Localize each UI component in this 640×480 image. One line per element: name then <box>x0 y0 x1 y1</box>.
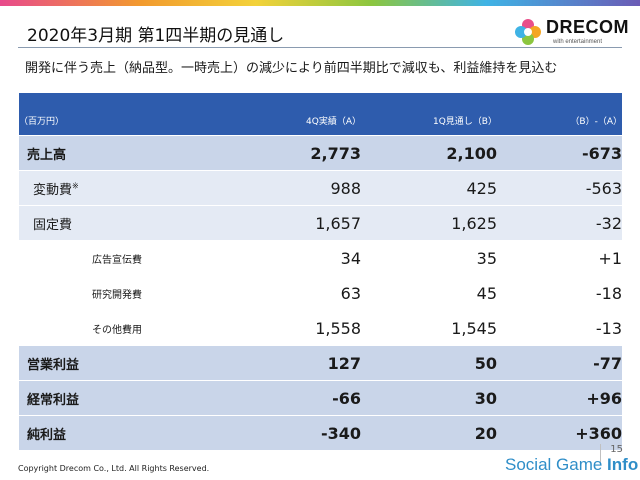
unit-label: （百万円） <box>19 93 215 136</box>
table-row-advertising: 広告宣伝費 34 35 +1 <box>19 240 622 276</box>
cell-1q-forecast: 45 <box>361 275 497 311</box>
cell-difference: -32 <box>497 205 622 241</box>
cell-4q-actual: 63 <box>215 275 361 311</box>
table-row-other-expenses: その他費用 1,558 1,545 -13 <box>19 310 622 346</box>
table-row-net-sales: 売上高 2,773 2,100 -673 <box>19 135 622 171</box>
social-game-info-logo: Social Game Info <box>505 455 638 475</box>
drecom-logo: DRECOM with entertainment <box>513 14 629 50</box>
cell-difference: +360 <box>497 415 622 451</box>
table-header-row: （百万円） 4Q実績（A） 1Q見通し（B） （B）-（A） <box>19 93 622 136</box>
brand-text-regular: Social Game <box>505 455 608 474</box>
cell-4q-actual: 34 <box>215 240 361 276</box>
table-row-fixed-costs: 固定費 1,657 1,625 -32 <box>19 205 622 241</box>
cell-1q-forecast: 30 <box>361 380 497 416</box>
cell-difference: -18 <box>497 275 622 311</box>
cell-1q-forecast: 425 <box>361 170 497 206</box>
page-subtitle: 開発に伴う売上（納品型。一時売上）の減少により前四半期比で減収も、利益維持を見込… <box>25 61 558 76</box>
cell-4q-actual: 2,773 <box>215 135 361 171</box>
row-label: 変動費※ <box>19 170 215 206</box>
table-row-research-development: 研究開発費 63 45 -18 <box>19 275 622 311</box>
row-label: その他費用 <box>19 310 215 346</box>
forecast-table: （百万円） 4Q実績（A） 1Q見通し（B） （B）-（A） 売上高 2,773… <box>19 93 622 451</box>
table-row-operating-profit: 営業利益 127 50 -77 <box>19 345 622 381</box>
column-header-1q-forecast: 1Q見通し（B） <box>361 93 497 136</box>
cell-difference: -563 <box>497 170 622 206</box>
cell-1q-forecast: 35 <box>361 240 497 276</box>
column-header-4q-actual: 4Q実績（A） <box>215 93 361 136</box>
cell-4q-actual: 988 <box>215 170 361 206</box>
cell-1q-forecast: 20 <box>361 415 497 451</box>
page-title: 2020年3月期 第1四半期の見通し <box>27 26 285 46</box>
row-label: 研究開発費 <box>19 275 215 311</box>
footnote-mark: ※ <box>72 181 79 191</box>
cell-4q-actual: 127 <box>215 345 361 381</box>
drecom-flower-icon <box>513 17 543 47</box>
cell-difference: +96 <box>497 380 622 416</box>
copyright-notice: Copyright Drecom Co., Ltd. All Rights Re… <box>18 464 210 473</box>
cell-1q-forecast: 1,545 <box>361 310 497 346</box>
cell-4q-actual: 1,558 <box>215 310 361 346</box>
cell-4q-actual: -66 <box>215 380 361 416</box>
logo-wordmark: DRECOM <box>546 17 629 37</box>
row-label: 売上高 <box>19 135 215 171</box>
cell-4q-actual: 1,657 <box>215 205 361 241</box>
row-label: 固定費 <box>19 205 215 241</box>
cell-difference: -77 <box>497 345 622 381</box>
row-label: 純利益 <box>19 415 215 451</box>
cell-1q-forecast: 1,625 <box>361 205 497 241</box>
cell-difference: -673 <box>497 135 622 171</box>
title-divider <box>18 47 622 48</box>
cell-4q-actual: -340 <box>215 415 361 451</box>
row-label-text: 変動費 <box>33 182 73 198</box>
row-label: 経常利益 <box>19 380 215 416</box>
cell-difference: +1 <box>497 240 622 276</box>
table-row-ordinary-profit: 経常利益 -66 30 +96 <box>19 380 622 416</box>
row-label: 営業利益 <box>19 345 215 381</box>
table-row-variable-costs: 変動費※ 988 425 -563 <box>19 170 622 206</box>
table-row-net-income: 純利益 -340 20 +360 <box>19 415 622 451</box>
brand-text-bold: Info <box>607 455 639 474</box>
cell-difference: -13 <box>497 310 622 346</box>
page-number: 15 <box>600 444 623 464</box>
row-label: 広告宣伝費 <box>19 240 215 276</box>
top-color-bar <box>0 0 640 6</box>
column-header-difference: （B）-（A） <box>497 93 622 136</box>
logo-tagline: with entertainment <box>553 39 603 45</box>
cell-1q-forecast: 50 <box>361 345 497 381</box>
cell-1q-forecast: 2,100 <box>361 135 497 171</box>
